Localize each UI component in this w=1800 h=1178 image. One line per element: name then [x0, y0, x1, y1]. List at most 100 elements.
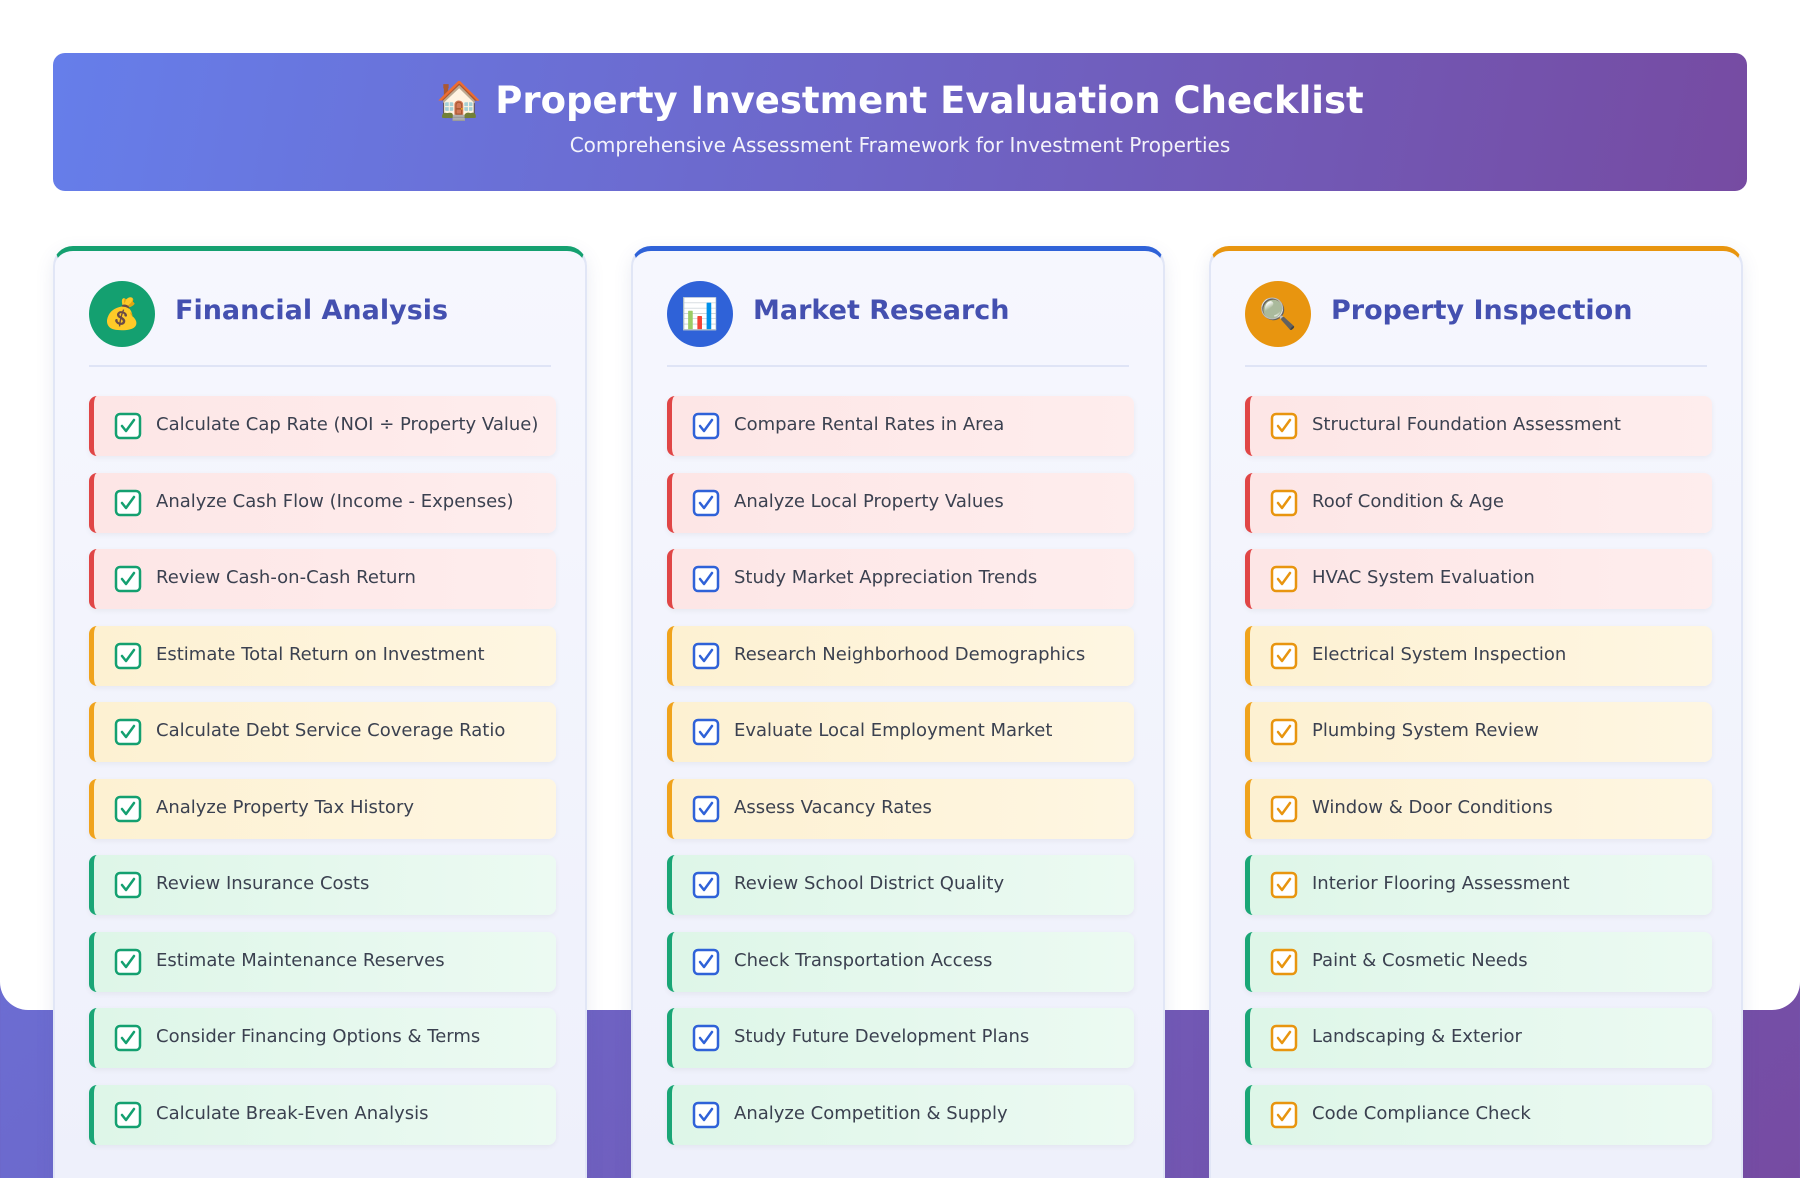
title-icon: 🏠 [436, 79, 483, 122]
checkbox[interactable] [114, 412, 142, 440]
item-label: HVAC System Evaluation [1312, 567, 1535, 588]
checklist-item: Consider Financing Options & Terms [89, 1008, 556, 1068]
checkbox[interactable] [692, 642, 720, 670]
item-label: Review School District Quality [734, 873, 1005, 894]
item-label: Evaluate Local Employment Market [734, 720, 1053, 741]
item-label: Estimate Maintenance Reserves [156, 949, 445, 971]
checkbox[interactable] [114, 871, 142, 899]
item-label: Analyze Property Tax History [156, 796, 414, 818]
item-label: Check Transportation Access [734, 949, 993, 971]
checkbox[interactable] [1270, 795, 1298, 823]
checklist-item: Research Neighborhood Demographics [667, 625, 1134, 686]
card: 💰 Financial Analysis Calculate Cap Rate (N… [53, 246, 587, 1178]
item-label: Review Cash-on-Cash Return [156, 567, 416, 588]
checklist-item: Analyze Property Tax History [89, 778, 556, 839]
checklist-item: Analyze Cash Flow (Income - Expenses) [89, 472, 556, 533]
card-title: Financial Analysis [175, 295, 449, 326]
checklist-item: Check Transportation Access [667, 931, 1134, 992]
item-label: Compare Rental Rates in Area [734, 414, 1005, 435]
checklist-item: Window & Door Conditions [1245, 778, 1712, 839]
card-icon: 💰 [89, 281, 155, 347]
item-label: Interior Flooring Assessment [1312, 873, 1570, 894]
item-label: Study Future Development Plans [734, 1026, 1030, 1047]
checkbox[interactable] [692, 948, 720, 976]
checkbox[interactable] [692, 795, 720, 823]
checkbox[interactable] [114, 718, 142, 746]
item-label: Code Compliance Check [1312, 1102, 1531, 1124]
checklist-item: Calculate Break-Even Analysis [89, 1084, 556, 1145]
checkbox[interactable] [114, 1024, 142, 1052]
item-label: Landscaping & Exterior [1312, 1026, 1522, 1047]
title: 🏠 Property Investment Evaluation Checkli… [53, 79, 1747, 123]
header: 🏠 Property Investment Evaluation Checkli… [53, 53, 1747, 191]
card: 📊 Market Research Compare Rental Rates in … [631, 246, 1165, 1178]
checklist-item: Estimate Maintenance Reserves [89, 931, 556, 992]
item-label: Roof Condition & Age [1312, 490, 1504, 512]
checkbox[interactable] [114, 565, 142, 593]
checklist-item: Code Compliance Check [1245, 1084, 1712, 1145]
card-title: Property Inspection [1331, 295, 1633, 326]
checklist-item: Analyze Competition & Supply [667, 1084, 1134, 1145]
subtitle: Comprehensive Assessment Framework for I… [569, 133, 1231, 157]
item-label: Plumbing System Review [1312, 720, 1539, 741]
checklist-item: Calculate Debt Service Coverage Ratio [89, 702, 556, 762]
item-label: Assess Vacancy Rates [734, 796, 932, 818]
checkbox[interactable] [692, 1024, 720, 1052]
checklist-item: Plumbing System Review [1245, 702, 1712, 762]
item-label: Analyze Cash Flow (Income - Expenses) [156, 490, 514, 512]
card-icon: 📊 [667, 281, 733, 347]
checkbox[interactable] [1270, 718, 1298, 746]
checkbox[interactable] [1270, 489, 1298, 517]
checkbox[interactable] [114, 489, 142, 517]
checklist-item: Estimate Total Return on Investment [89, 625, 556, 686]
checkbox[interactable] [692, 871, 720, 899]
checkbox[interactable] [114, 1101, 142, 1129]
checklist-item: Electrical System Inspection [1245, 625, 1712, 686]
checkbox[interactable] [1270, 565, 1298, 593]
checklist-item: Review School District Quality [667, 855, 1134, 915]
checklist-item: Review Insurance Costs [89, 855, 556, 915]
checkbox[interactable] [114, 948, 142, 976]
checkbox[interactable] [114, 795, 142, 823]
checkbox[interactable] [1270, 948, 1298, 976]
checklist-item: Review Cash-on-Cash Return [89, 549, 556, 609]
checkbox[interactable] [114, 642, 142, 670]
checklist-item: Interior Flooring Assessment [1245, 855, 1712, 915]
checkbox[interactable] [692, 718, 720, 746]
card-icon: 🔍 [1245, 281, 1311, 347]
item-label: Electrical System Inspection [1312, 643, 1567, 665]
item-label: Calculate Break-Even Analysis [156, 1102, 429, 1124]
checkbox[interactable] [1270, 1101, 1298, 1129]
checklist-item: Structural Foundation Assessment [1245, 396, 1712, 456]
checkbox[interactable] [692, 489, 720, 517]
checkbox[interactable] [692, 565, 720, 593]
item-label: Calculate Debt Service Coverage Ratio [156, 720, 506, 741]
item-label: Structural Foundation Assessment [1312, 414, 1621, 435]
checklist-item: Study Market Appreciation Trends [667, 549, 1134, 609]
checklist-item: Analyze Local Property Values [667, 472, 1134, 533]
checklist-item: Evaluate Local Employment Market [667, 702, 1134, 762]
checklist-item: Paint & Cosmetic Needs [1245, 931, 1712, 992]
checklist-item: Calculate Cap Rate (NOI ÷ Property Value… [89, 396, 556, 456]
item-label: Estimate Total Return on Investment [156, 643, 485, 665]
item-label: Analyze Competition & Supply [734, 1102, 1008, 1124]
card-title: Market Research [753, 295, 1010, 326]
item-label: Review Insurance Costs [156, 873, 370, 894]
item-label: Window & Door Conditions [1312, 796, 1553, 818]
item-label: Calculate Cap Rate (NOI ÷ Property Value… [156, 414, 539, 435]
checklist-item: Landscaping & Exterior [1245, 1008, 1712, 1068]
checkbox[interactable] [1270, 871, 1298, 899]
item-label: Consider Financing Options & Terms [156, 1026, 481, 1047]
checkbox[interactable] [692, 412, 720, 440]
card: 🔍 Property Inspection Structural Foundatio… [1209, 246, 1743, 1178]
checkbox[interactable] [692, 1101, 720, 1129]
item-label: Paint & Cosmetic Needs [1312, 949, 1528, 971]
card-header: 📊 Market Research [667, 281, 1129, 367]
checkbox[interactable] [1270, 412, 1298, 440]
title-text: Property Investment Evaluation Checklist [495, 79, 1364, 122]
item-label: Research Neighborhood Demographics [734, 643, 1086, 665]
card-header: 🔍 Property Inspection [1245, 281, 1707, 367]
checkbox[interactable] [1270, 1024, 1298, 1052]
checkbox[interactable] [1270, 642, 1298, 670]
